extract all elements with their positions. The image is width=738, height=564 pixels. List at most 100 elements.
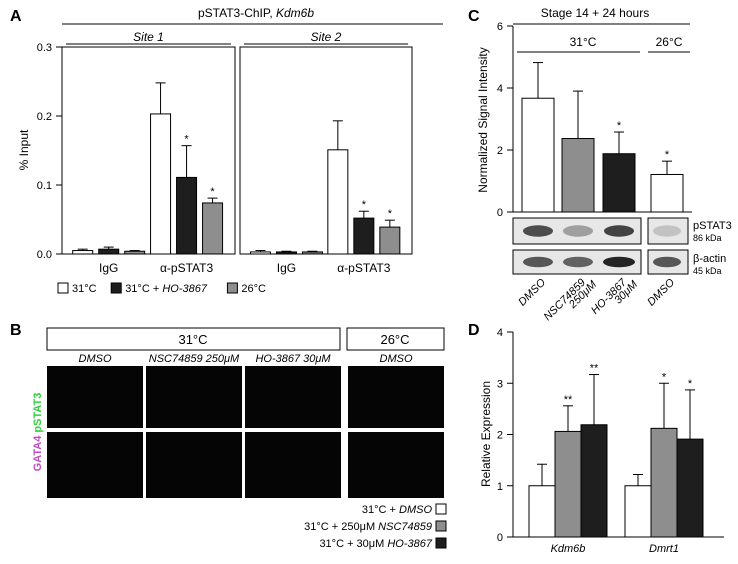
panel-c-sig: * bbox=[617, 120, 622, 132]
panel-b-group-box-26 bbox=[346, 327, 445, 351]
panel-c-blot-pstat3-band bbox=[523, 225, 553, 237]
panel-c-blot-name: β-actin bbox=[693, 253, 726, 265]
panel-c-sig: * bbox=[665, 149, 670, 161]
panel-c-y-tick-label: 4 bbox=[497, 83, 503, 95]
panel-b-group-label: 26°C bbox=[380, 332, 409, 347]
panel-c-blot-pstat3-26-frame bbox=[647, 217, 689, 245]
panel-d-bar bbox=[554, 430, 582, 538]
panel-b-column-label: DMSO bbox=[79, 353, 112, 365]
panel-c-y-tick-label: 6 bbox=[497, 21, 503, 33]
panel-a-bar bbox=[202, 202, 224, 255]
micrograph-bottom-dmso bbox=[47, 432, 143, 498]
panel-letter-c: C bbox=[468, 8, 480, 25]
panel-d-sig: ** bbox=[564, 394, 573, 406]
panel-c-category-label: DMSO bbox=[645, 276, 677, 308]
panel-c-blot-actin-band bbox=[563, 256, 593, 268]
panel-a-sig: * bbox=[184, 134, 189, 146]
panel-b-legend-label: 31°C + 250μM NSC74859 bbox=[304, 521, 432, 533]
micrograph-top-26c-dmso bbox=[348, 366, 444, 428]
panel-c-group-label: 31°C bbox=[570, 35, 597, 49]
panel-a-bar bbox=[353, 217, 375, 255]
panel-d-sig: * bbox=[662, 371, 667, 383]
panel-c-blot-name: pSTAT3 bbox=[693, 220, 732, 232]
panel-a-legend-swatch bbox=[110, 282, 122, 294]
panel-a-facet-label: Site 2 bbox=[311, 30, 342, 44]
panel-a-sig: * bbox=[210, 186, 215, 198]
micrograph-bottom-26c-dmso bbox=[348, 432, 444, 498]
panel-d-y-tick-label: 1 bbox=[497, 481, 503, 493]
panel-c-blot-pstat3-band bbox=[563, 225, 593, 237]
panel-a-bar bbox=[379, 226, 401, 255]
panel-a-facet-frame bbox=[61, 46, 236, 255]
panel-a-legend-label: 31°C + HO-3867 bbox=[125, 283, 208, 295]
panel-a-facet-frame bbox=[239, 46, 413, 255]
panel-d-category-label: Dmrt1 bbox=[649, 543, 679, 555]
panel-d-bar bbox=[650, 427, 678, 538]
panel-a-category-label: α-pSTAT3 bbox=[160, 261, 213, 275]
panel-c-category-label: DMSO bbox=[516, 276, 548, 308]
panel-a-legend-label: 26°C bbox=[241, 283, 266, 295]
panel-d-y-tick-label: 3 bbox=[497, 378, 503, 390]
panel-c-blot-pstat3-26-band bbox=[653, 225, 681, 237]
panel-a-category-label: α-pSTAT3 bbox=[337, 261, 390, 275]
micrograph-top-dmso bbox=[47, 366, 143, 428]
panel-c-blot-actin-26-band bbox=[653, 256, 681, 268]
panel-c-bar bbox=[602, 153, 636, 213]
panel-a-bar bbox=[301, 251, 323, 255]
panel-b-column-label: NSC74859 250μM bbox=[149, 353, 240, 365]
panel-a-y-label: % Input bbox=[17, 129, 31, 170]
panel-a-bar bbox=[249, 251, 271, 255]
panel-c-title: Stage 14 + 24 hours bbox=[541, 6, 649, 20]
panel-b-group-box-31 bbox=[46, 327, 341, 351]
panel-c-group-label: 26°C bbox=[656, 35, 683, 49]
panel-c-y-label: Normalized Signal Intensity bbox=[476, 47, 490, 192]
panel-d-bar bbox=[676, 438, 704, 538]
panel-c-y-tick-label: 2 bbox=[497, 145, 503, 157]
panel-d-sig: ** bbox=[590, 363, 599, 375]
panel-a-sig: * bbox=[362, 199, 367, 211]
panel-c-bar bbox=[521, 97, 555, 213]
panel-a-bar bbox=[72, 250, 94, 255]
panel-d-y-tick-label: 4 bbox=[497, 327, 503, 339]
panel-a-bar bbox=[176, 176, 198, 255]
panel-a-legend-swatch bbox=[226, 282, 238, 294]
panel-d-category-label: Kdm6b bbox=[551, 543, 586, 555]
panel-b-legend-swatch bbox=[435, 537, 447, 549]
panel-c-y-tick-label: 0 bbox=[497, 207, 503, 219]
panel-a-y-tick-label: 0.1 bbox=[37, 180, 52, 192]
panel-b-legend-label: 31°C + 30μM HO-3867 bbox=[319, 538, 432, 550]
panel-a-bar bbox=[327, 149, 349, 255]
panel-a-bar bbox=[275, 251, 297, 255]
micrograph-top-ho3867 bbox=[245, 366, 341, 428]
panel-c-blot-actin-band bbox=[603, 256, 635, 268]
micrograph-bottom-nsc74859 bbox=[146, 432, 242, 498]
panel-b-column-label: DMSO bbox=[380, 353, 413, 365]
panel-c-blot-actin-band bbox=[523, 256, 553, 268]
panel-d-y-tick-label: 0 bbox=[497, 532, 503, 544]
panel-a-category-label: IgG bbox=[277, 261, 296, 275]
panel-b-group-label: 31°C bbox=[178, 332, 207, 347]
panel-a-bar bbox=[124, 250, 146, 255]
panel-a-y-tick-label: 0.2 bbox=[37, 111, 52, 123]
panel-d-y-label: Relative Expression bbox=[479, 381, 493, 487]
panel-a-title: pSTAT3-ChIP, Kdm6b bbox=[198, 6, 314, 20]
panel-d-bar bbox=[528, 485, 556, 538]
panel-b-legend-swatch bbox=[435, 520, 447, 532]
panel-c-blot-kda: 86 kDa bbox=[693, 233, 722, 243]
panel-a-facet-label: Site 1 bbox=[133, 30, 164, 44]
panel-b-column-label: HO-3867 30μM bbox=[255, 353, 331, 365]
panel-a-y-tick-label: 0.0 bbox=[37, 249, 52, 261]
panel-c-bar bbox=[561, 138, 595, 213]
panel-b-legend-swatch bbox=[435, 503, 447, 515]
panel-letter-a: A bbox=[10, 8, 22, 25]
micrograph-bottom-ho3867 bbox=[245, 432, 341, 498]
panel-a-legend-label: 31°C bbox=[72, 283, 97, 295]
panel-a-bar bbox=[150, 113, 172, 255]
panel-a-category-label: IgG bbox=[99, 261, 118, 275]
panel-d-sig: * bbox=[688, 378, 693, 390]
micrograph-top-nsc74859 bbox=[146, 366, 242, 428]
panel-letter-d: D bbox=[468, 322, 480, 339]
panel-b-channel-label: GATA4 pSTAT3 bbox=[32, 393, 44, 472]
panel-c-blot-kda: 45 kDa bbox=[693, 266, 722, 276]
